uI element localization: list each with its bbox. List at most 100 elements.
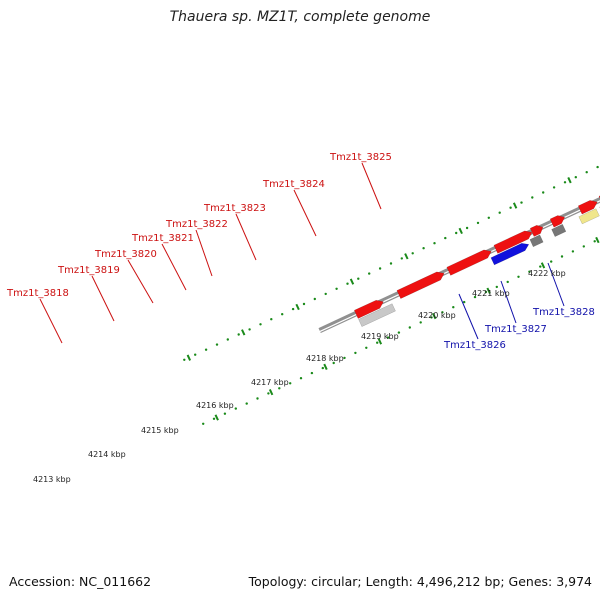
gene-glyph [551, 223, 567, 237]
gene-label: Tmz1t_3819 [57, 265, 120, 276]
tick-mark [377, 338, 383, 345]
tick-dot [389, 262, 393, 265]
tick-mark [404, 253, 409, 260]
leader-line [235, 213, 257, 261]
tick-dot [346, 282, 349, 285]
tick-dot [299, 377, 303, 380]
tick-dot [487, 216, 490, 219]
tick-dot [368, 272, 371, 275]
leader-line [161, 243, 187, 291]
tick-dot [248, 328, 251, 331]
map-title: Thauera sp. MZ1T, complete genome [169, 9, 431, 25]
tick-dot [552, 186, 556, 189]
gene-glyph [549, 215, 566, 228]
tick-dot [237, 333, 240, 336]
kbp-label: 4214 kbp [88, 450, 126, 459]
tick-dot [357, 277, 360, 280]
tick-mark [595, 236, 600, 244]
tick-dot [289, 382, 292, 385]
gene-glyph [578, 208, 600, 225]
backbone-layer [318, 196, 600, 334]
tick-dot [335, 287, 338, 290]
tick-dot [455, 231, 458, 235]
gene-label: Tmz1t_3818 [6, 288, 69, 299]
tick-mark [567, 177, 572, 184]
gene-glyph [396, 271, 445, 299]
tick-marks-layer [186, 177, 600, 421]
leader-line [39, 298, 63, 344]
tick-dot [234, 407, 237, 410]
tick-dot [539, 265, 542, 268]
tick-dot [571, 250, 575, 253]
tick-dot [596, 165, 599, 169]
tick-dot [419, 321, 422, 324]
tick-dot [476, 221, 480, 225]
tick-mark [323, 363, 328, 370]
leader-line [500, 280, 517, 324]
tick-dot [463, 300, 466, 304]
tick-dot [270, 318, 273, 321]
tick-mark [295, 303, 300, 311]
kbp-label: 4219 kbp [361, 332, 399, 341]
tick-dot [574, 176, 577, 179]
leader-line [361, 162, 382, 210]
gene-label: Tmz1t_3828 [532, 307, 595, 318]
tick-dot [310, 371, 314, 375]
tick-dot [281, 313, 284, 316]
tick-mark [214, 414, 219, 421]
kbp-label: 4222 kbp [528, 269, 566, 278]
gene-label: Tmz1t_3821 [131, 233, 194, 244]
tick-dot [506, 280, 509, 284]
tick-dot [498, 211, 501, 214]
gene-glyph [529, 234, 544, 248]
tick-dot [509, 206, 512, 209]
tick-mark [186, 354, 192, 361]
tick-dot [542, 191, 545, 194]
tick-dot [332, 361, 335, 365]
tick-mark [349, 278, 355, 285]
leader-lines-layer [39, 162, 565, 344]
leader-line [127, 259, 154, 304]
tick-dot [378, 267, 382, 270]
kbp-label: 4221 kbp [472, 289, 510, 298]
tick-dot [520, 201, 523, 204]
genes-layer [353, 195, 600, 327]
tick-dot [376, 341, 379, 344]
tick-dot [593, 240, 596, 243]
leader-line [458, 293, 479, 340]
tick-dot [354, 351, 357, 355]
topology-text: Topology: circular; Length: 4,496,212 bp… [248, 574, 592, 589]
tick-dot [560, 255, 564, 258]
gene-label: Tmz1t_3822 [165, 219, 228, 230]
gene-glyph [358, 303, 396, 327]
tick-dot [430, 316, 433, 319]
leader-line [195, 229, 213, 277]
leader-line [547, 262, 565, 307]
tick-dot [365, 346, 368, 349]
gene-label: Tmz1t_3827 [484, 324, 547, 335]
tick-dot [204, 348, 208, 351]
tick-dot [397, 331, 401, 334]
backbone-line [320, 201, 600, 334]
kbp-label: 4213 kbp [33, 475, 71, 484]
tick-mark [241, 329, 246, 336]
tick-dot [245, 402, 248, 405]
tick-mark [432, 312, 437, 320]
tick-dot [386, 336, 390, 339]
tick-dot [582, 245, 585, 248]
tick-dots-layer [183, 165, 599, 425]
gene-labels-layer: Tmz1t_3818 Tmz1t_3819 Tmz1t_3820 Tmz1t_3821… [6, 152, 595, 351]
tick-dot [256, 397, 259, 400]
tick-dot [531, 196, 534, 199]
gene-glyph [577, 200, 598, 215]
tick-dot [183, 358, 186, 361]
tick-dot [441, 311, 444, 314]
gene-label: Tmz1t_3823 [203, 203, 266, 214]
tick-dot [226, 338, 229, 341]
tick-dot [550, 260, 553, 263]
tick-dot [215, 343, 219, 346]
tick-dot [267, 392, 270, 395]
leader-line [91, 275, 115, 322]
gene-glyph [529, 225, 544, 237]
